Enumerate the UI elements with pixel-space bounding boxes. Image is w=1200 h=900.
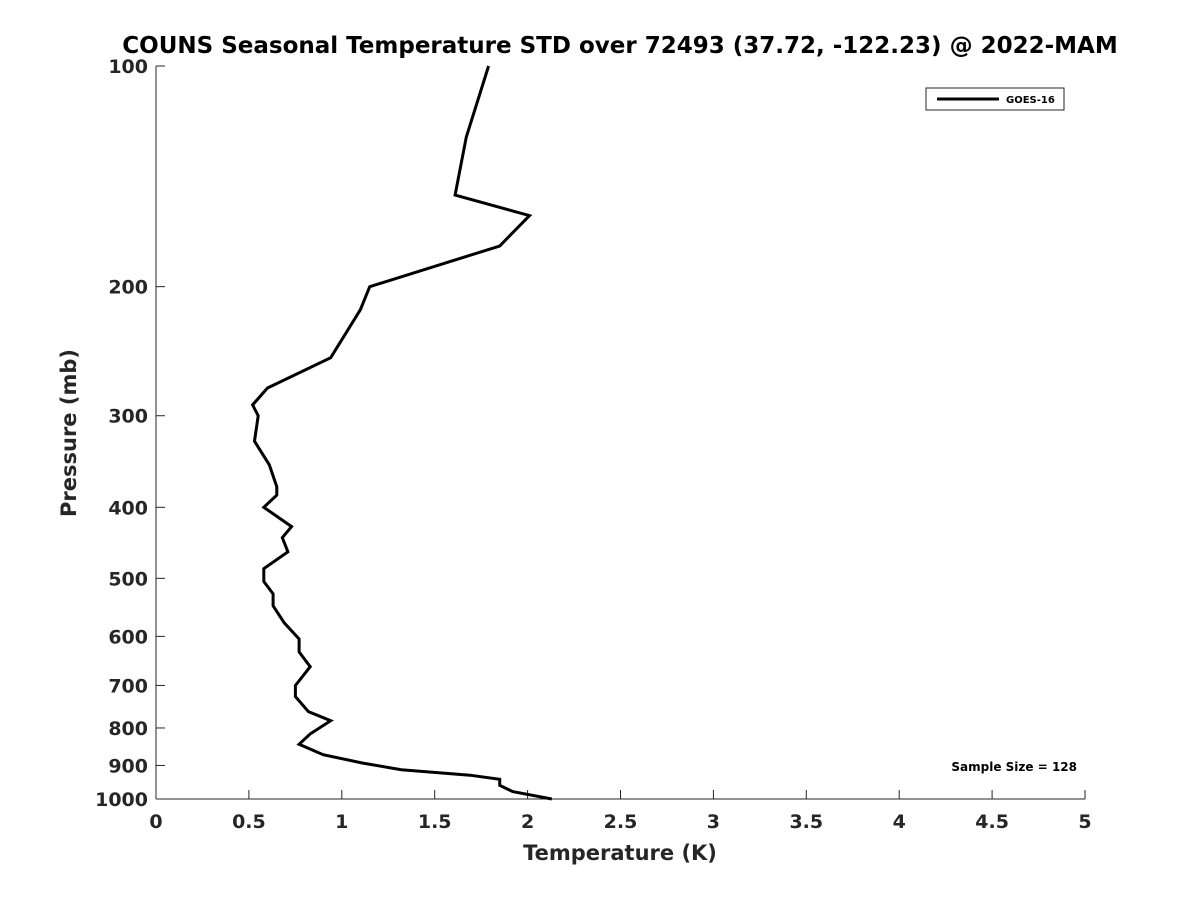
x-tick-label: 5 — [1078, 811, 1091, 833]
y-tick-label: 700 — [108, 675, 148, 697]
x-tick-label: 0.5 — [232, 811, 266, 833]
x-tick-label: 0 — [149, 811, 162, 833]
y-tick-label: 100 — [108, 56, 148, 78]
x-axis-label: Temperature (K) — [523, 841, 717, 865]
series-layer — [250, 65, 553, 801]
x-tick-label: 1.5 — [418, 811, 452, 833]
x-tick-label: 3.5 — [789, 811, 823, 833]
y-tick-label: 600 — [108, 626, 148, 648]
y-tick-label: 300 — [108, 406, 148, 428]
legend-label-goes-16: GOES-16 — [1006, 95, 1055, 106]
x-tick-label: 4 — [893, 811, 906, 833]
y-tick-label: 200 — [108, 277, 148, 299]
y-ticks: 100 200 300 400 500 600 700 800 900 1000 — [95, 56, 165, 811]
x-tick-label: 4.5 — [975, 811, 1009, 833]
y-axis-label: Pressure (mb) — [57, 349, 81, 517]
x-tick-label: 2 — [521, 811, 534, 833]
x-tick-label: 2.5 — [604, 811, 638, 833]
y-tick-label: 500 — [108, 568, 148, 590]
legend: GOES-16 — [925, 87, 1065, 111]
chart-title: COUNS Seasonal Temperature STD over 7249… — [122, 33, 1117, 59]
x-ticks: 0 0.5 1 1.5 2 2.5 3 3.5 4 4.5 5 — [149, 790, 1092, 833]
sample-size-annotation: Sample Size = 128 — [951, 760, 1077, 774]
x-tick-label: 3 — [707, 811, 720, 833]
y-tick-label: 400 — [108, 497, 148, 519]
plot-area: 0 0.5 1 1.5 2 2.5 3 3.5 4 4.5 5 100 200 300 400 500 600… — [95, 56, 1092, 833]
series-line-goes-16 — [250, 65, 553, 801]
y-tick-label: 900 — [108, 755, 148, 777]
y-tick-label: 1000 — [95, 789, 148, 811]
y-tick-label: 800 — [108, 718, 148, 740]
x-tick-label: 1 — [335, 811, 348, 833]
